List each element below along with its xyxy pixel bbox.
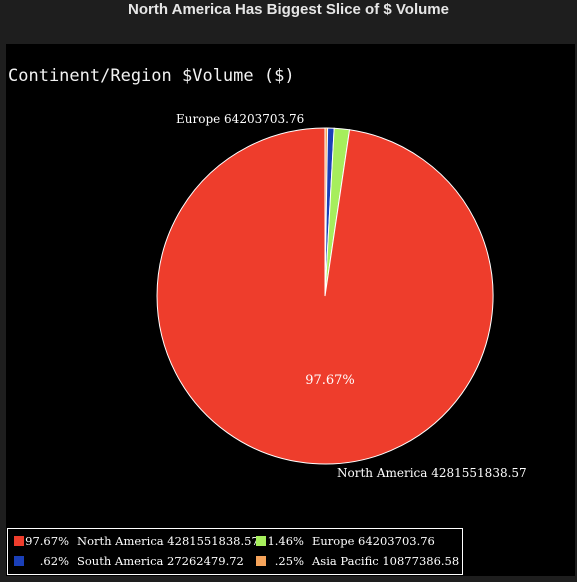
legend-label-south-america: South America 27262479.72 [77,554,244,568]
slice-annotation-north-america: North America 4281551838.57 [337,466,527,480]
legend-label-north-america: North America 4281551838.57 [77,534,259,548]
pie-slice-north-america [156,127,494,465]
legend-percent-north-america: 97.67% [25,534,69,548]
legend-percent-south-america: .62% [40,554,69,568]
legend-box [7,528,463,575]
pie-annotations: Europe 64203703.76 North America 42815518… [176,112,527,480]
legend-swatch-north-america [14,536,24,546]
pie-chart: Continent/Region $Volume ($) Europe 6420… [7,66,527,575]
legend-swatch-asia-pacific [256,556,266,566]
legend: 97.67% North America 4281551838.57 1.46% Eu… [7,528,463,575]
window-title: North America Has Biggest Slice of $ Vol… [128,1,449,18]
pie-slices [156,127,494,465]
slice-annotation-europe: Europe 64203703.76 [176,112,304,126]
chart-panel: Continent/Region $Volume ($) Europe 6420… [6,44,575,576]
center-percent-label: 97.67% [305,373,355,388]
legend-percent-europe: 1.46% [267,534,304,548]
legend-swatch-europe [256,536,266,546]
legend-label-asia-pacific: Asia Pacific 10877386.58 [311,554,459,568]
chart-title: Continent/Region $Volume ($) [8,66,295,86]
legend-swatch-south-america [14,556,24,566]
legend-percent-asia-pacific: .25% [275,554,304,568]
legend-label-europe: Europe 64203703.76 [312,534,435,548]
